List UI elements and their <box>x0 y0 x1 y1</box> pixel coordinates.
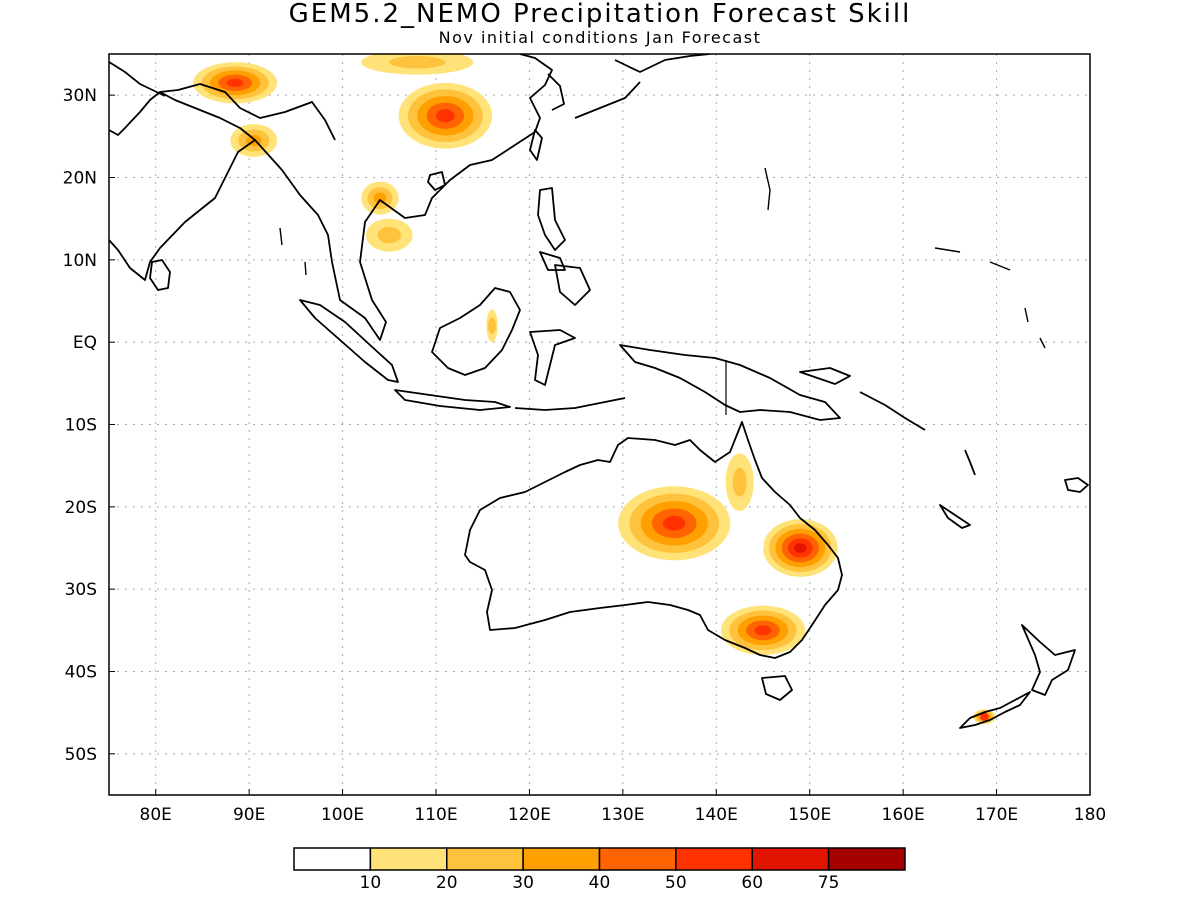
map-title: GEM5.2_NEMO Precipitation Forecast Skill <box>288 0 912 29</box>
skill-contour <box>488 317 497 334</box>
skill-contour <box>377 226 401 244</box>
skill-patch-central-australia <box>618 486 731 561</box>
skill-contour <box>732 467 747 497</box>
axis-labels: 80E 90E 100E 110E 120E 130E 140E 150E 160E 170E 18… <box>63 86 1107 825</box>
coast-mindanao <box>554 264 591 306</box>
lat-tick-label: 50S <box>65 745 97 765</box>
skill-patch-south-china <box>398 82 493 149</box>
lon-tick-label: 170E <box>975 805 1018 825</box>
coast-sulawesi <box>529 329 576 386</box>
coast-sri-lanka <box>149 259 171 291</box>
coast-new-caledonia <box>939 504 971 529</box>
lon-tick-label: 160E <box>882 805 925 825</box>
coast-northwest <box>109 61 166 97</box>
coast-luzon <box>537 187 566 251</box>
skill-contour <box>754 625 772 636</box>
lon-tick-label: 80E <box>140 805 172 825</box>
skill-patch-cambodia <box>365 218 413 252</box>
coast-japan <box>574 54 711 119</box>
colorbar-swatch <box>598 847 677 871</box>
skill-patch-north-china <box>361 54 474 75</box>
colorbar-label: 10 <box>360 873 382 893</box>
lon-tick-label: 130E <box>601 805 644 825</box>
coast-tasmania <box>761 675 793 701</box>
colorbar-label: 40 <box>589 873 611 893</box>
skill-hole <box>734 522 764 566</box>
lat-tick-label: 20N <box>63 169 97 189</box>
skill-contour <box>663 515 686 531</box>
lon-tick-label: 120E <box>508 805 551 825</box>
lon-tick-label: 140E <box>695 805 738 825</box>
coast-new-britain <box>799 367 851 385</box>
skill-contour <box>980 712 989 721</box>
skill-contour <box>436 109 455 123</box>
coast-nz-north <box>1021 624 1076 696</box>
lon-tick-label: 90E <box>233 805 265 825</box>
colorbar-swatch <box>751 847 830 871</box>
coast-visayas <box>539 251 566 271</box>
coast-andaman <box>279 227 307 276</box>
coast-taiwan <box>529 129 543 161</box>
coast-sumatra <box>299 299 399 383</box>
skill-patch-queensland <box>763 519 838 577</box>
coast-java <box>394 389 511 411</box>
colorbar-label: 20 <box>436 873 458 893</box>
colorbar-label: 75 <box>818 873 840 893</box>
skill-field <box>193 54 996 725</box>
coast-fiji <box>1064 477 1089 493</box>
coast-solomons <box>859 391 926 431</box>
coast-himalaya <box>159 83 336 141</box>
skill-patch-tibet <box>193 62 278 104</box>
lon-tick-label: 110E <box>414 805 457 825</box>
coast-lesser-sunda <box>514 397 626 411</box>
map-subtitle: Nov initial conditions Jan Forecast <box>438 28 762 47</box>
coast-vanuatu <box>964 449 976 476</box>
coast-australia <box>464 421 843 659</box>
colorbar-swatch <box>446 847 524 871</box>
lat-tick-label: 10N <box>63 251 97 271</box>
coast-hainan <box>427 171 446 191</box>
colorbar-swatch <box>675 847 753 871</box>
skill-contour <box>373 192 387 204</box>
lat-tick-label: 20S <box>65 498 97 518</box>
colorbar: 10 20 30 40 50 60 75 <box>293 847 906 893</box>
lon-tick-label: 150E <box>788 805 831 825</box>
colorbar-swatch <box>522 847 601 871</box>
colorbar-swatch <box>827 847 906 871</box>
lon-tick-label: 180 <box>1074 805 1106 825</box>
colorbar-swatch <box>369 847 448 871</box>
skill-patch-borneo <box>486 309 498 343</box>
coast-korea <box>547 73 565 111</box>
colorbar-label: 60 <box>741 873 763 893</box>
colorbar-label: 30 <box>512 873 534 893</box>
coast-micronesia <box>764 167 1046 349</box>
lon-tick-label: 100E <box>321 805 364 825</box>
lat-tick-label: 30N <box>63 86 97 106</box>
lat-tick-label: 30S <box>65 580 97 600</box>
coast-nz-south <box>959 691 1031 729</box>
skill-contour <box>389 56 446 69</box>
coast-borneo <box>431 287 521 376</box>
skill-contour <box>794 543 807 553</box>
coast-new-guinea <box>619 344 841 421</box>
grid-lines <box>109 54 1090 795</box>
lat-tick-label: EQ <box>73 333 97 353</box>
colorbar-swatch <box>293 847 372 871</box>
skill-patch-southeast-australia <box>720 605 806 656</box>
coastlines <box>109 54 1089 729</box>
lat-tick-label: 40S <box>65 663 97 683</box>
skill-patch-north-queensland <box>725 453 754 511</box>
skill-contour <box>226 78 244 87</box>
lat-tick-label: 10S <box>65 416 97 436</box>
colorbar-label: 50 <box>665 873 687 893</box>
